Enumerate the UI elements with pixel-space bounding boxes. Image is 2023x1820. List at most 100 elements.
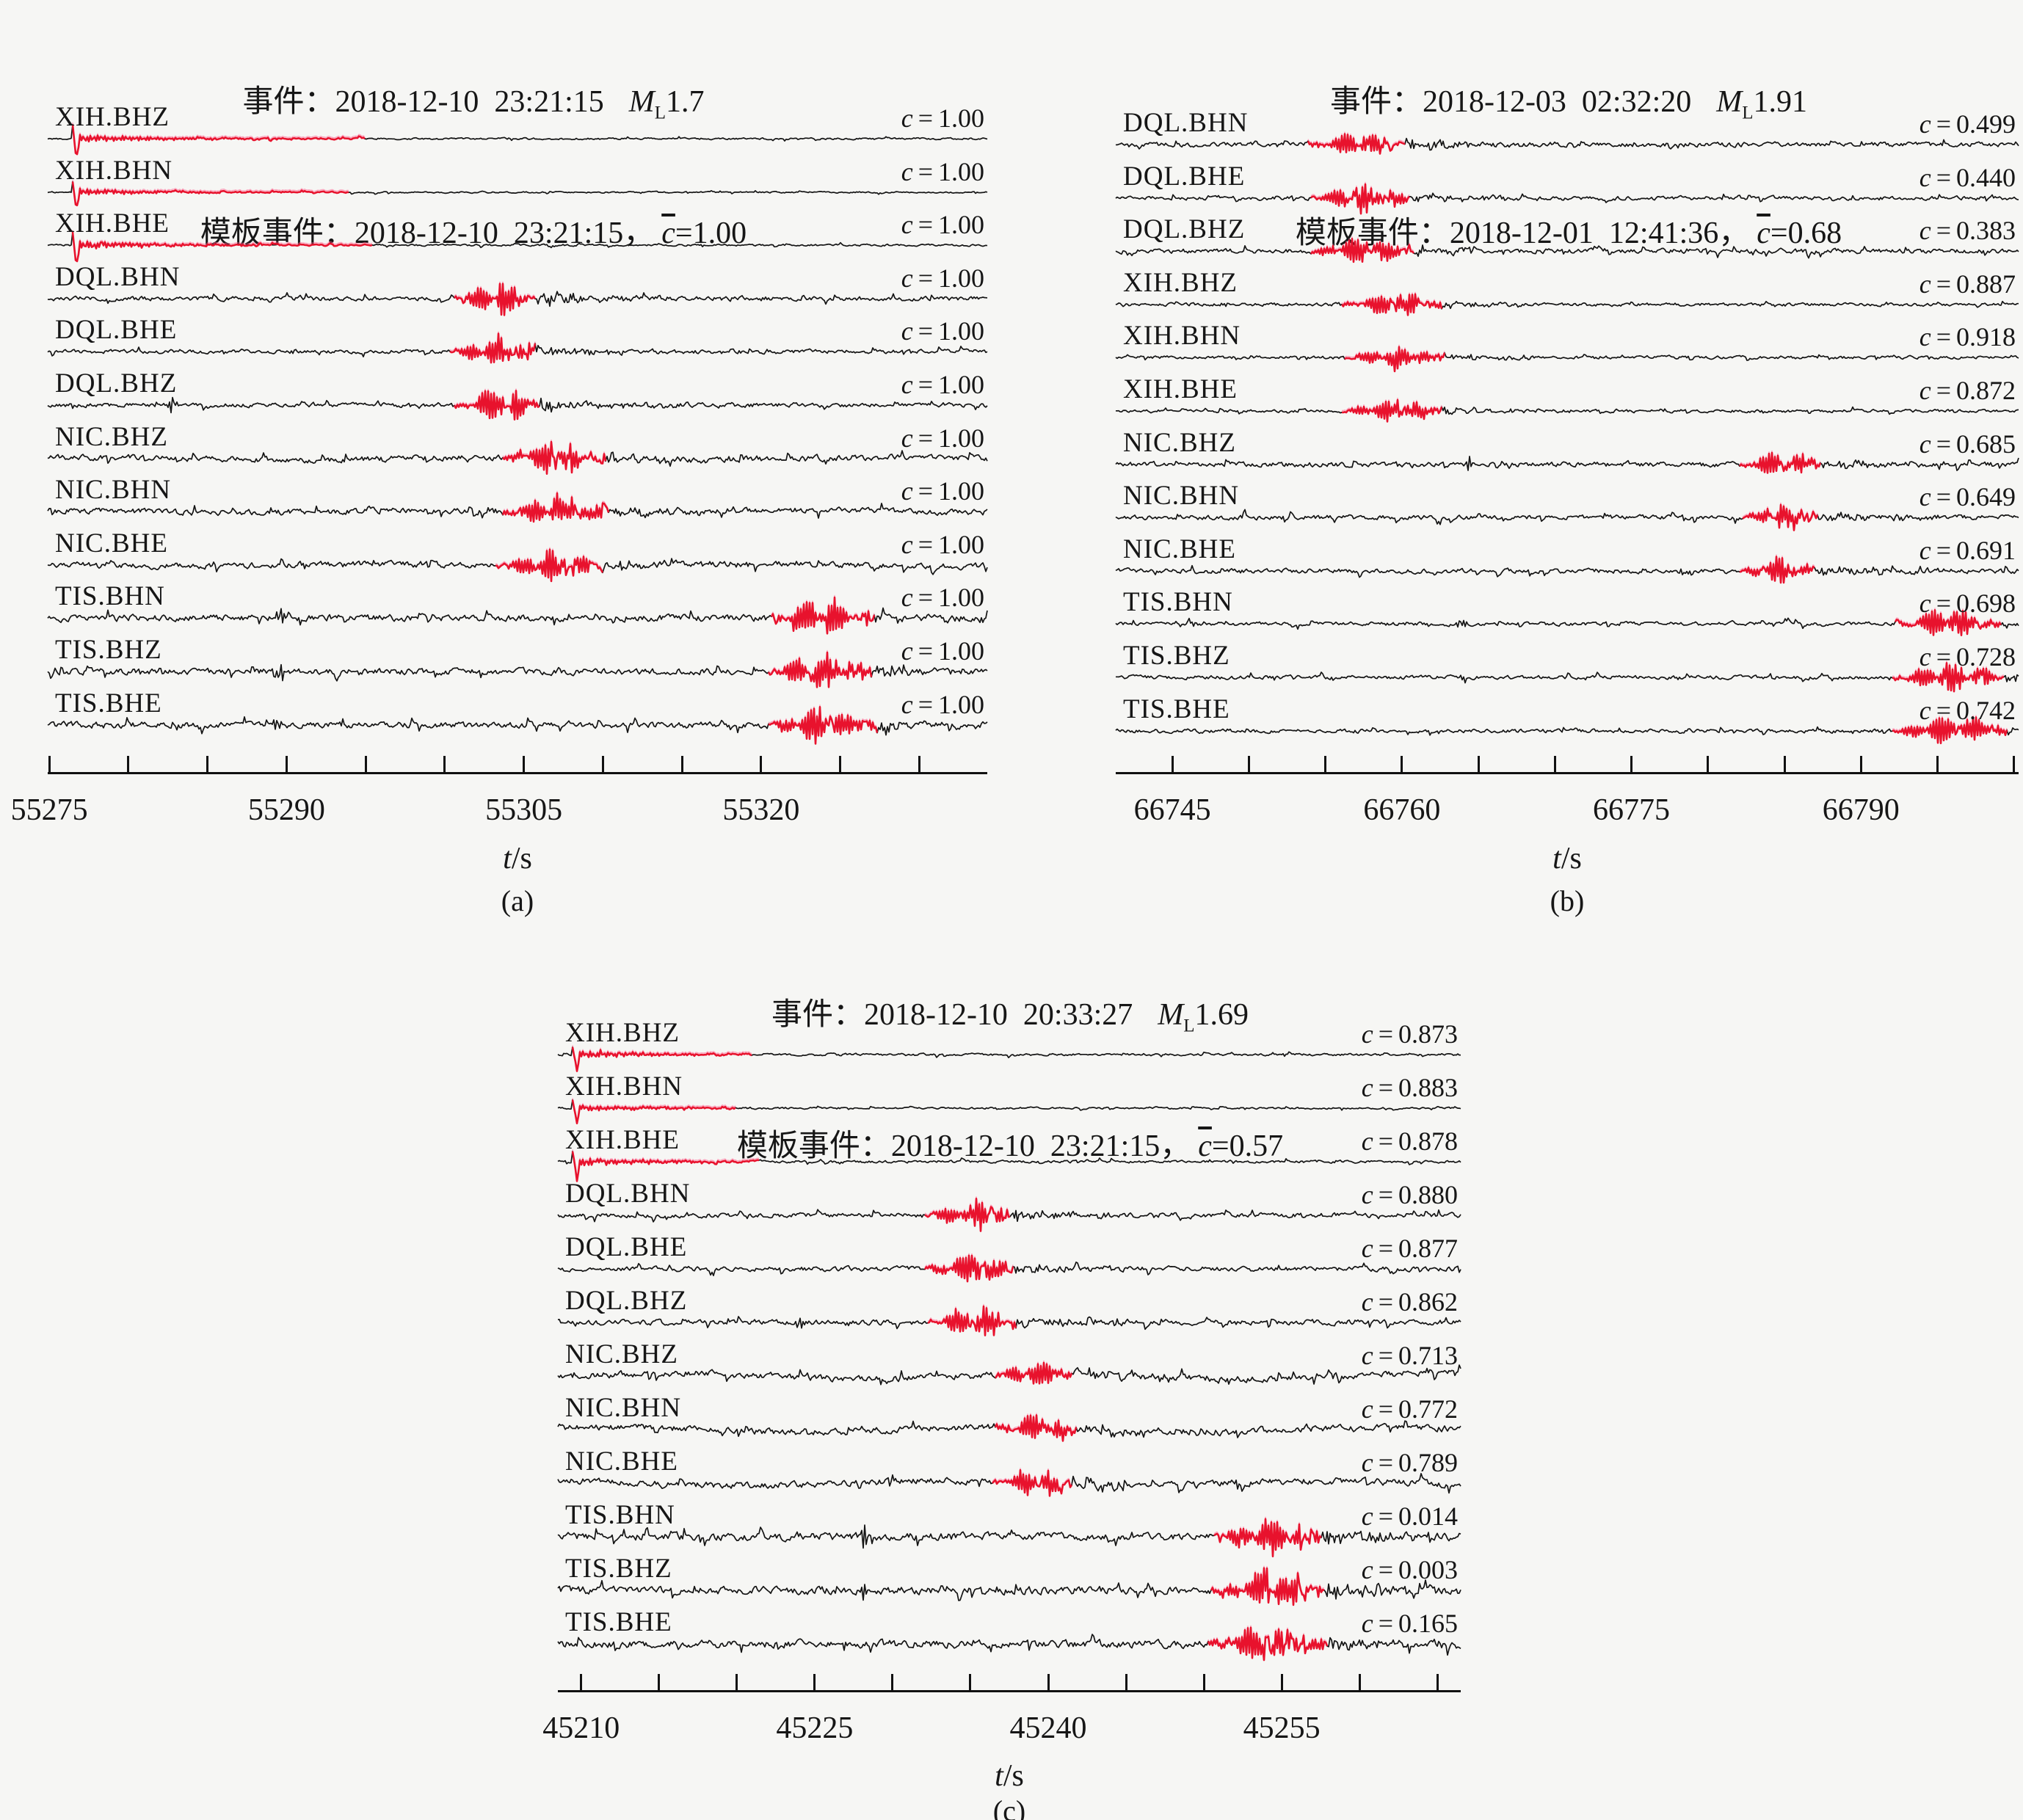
correlation-value: c = 1.00 [901, 369, 984, 400]
trace-row: NIC.BHE c = 1.00 [47, 528, 988, 583]
panel-c-xaxis-title: t/s [558, 1758, 1461, 1794]
trace-row: TIS.BHZ c = 0.003 [557, 1553, 1461, 1606]
axis-tick [839, 756, 842, 772]
t-symbol: t [503, 842, 512, 876]
trace-label: TIS.BHZ [55, 635, 162, 665]
trace-label: DQL.BHZ [565, 1286, 688, 1316]
correlation-value: c = 1.00 [901, 529, 984, 560]
axis-tick [206, 756, 209, 772]
trace-label: DQL.BHE [1123, 161, 1246, 192]
trace-label: NIC.BHN [565, 1393, 682, 1423]
event-datetime: 2018-12-10 20:33:27 [863, 998, 1133, 1032]
equals-sign: = [918, 636, 933, 666]
correlation-number: 1.00 [938, 476, 984, 506]
waveform-polyline [495, 548, 604, 583]
c-symbol: c [901, 476, 913, 506]
waveform-trace [1115, 181, 2019, 215]
correlation-number: 0.685 [1956, 429, 2016, 459]
equals-sign: = [918, 316, 933, 346]
correlation-number: 0.014 [1398, 1502, 1458, 1531]
axis-tick [364, 756, 367, 772]
trace-row: DQL.BHZ c = 1.00 [47, 368, 988, 421]
waveform-polyline [1340, 293, 1443, 316]
waveform-trace [557, 1196, 1461, 1232]
waveform-polyline [449, 332, 537, 364]
panel-a-traces: XIH.BHZ c = 1.00 XIH.BHN c = 1.00 XIH.BHE c = 1.00 D… [47, 101, 988, 745]
trace-label: TIS.BHZ [565, 1554, 672, 1584]
axis-tick-label: 45255 [1243, 1711, 1321, 1745]
waveform-polyline [71, 181, 349, 206]
waveform-polyline [1310, 183, 1410, 215]
waveform-polyline [1739, 451, 1822, 474]
panel-b-label: (b) [1550, 884, 1585, 917]
trace-row: XIH.BHZ c = 0.873 [557, 1017, 1461, 1072]
waveform-polyline [71, 232, 373, 263]
c-symbol: c [901, 583, 913, 613]
c-symbol: c [1361, 1019, 1373, 1049]
trace-row: NIC.BHN c = 1.00 [47, 474, 988, 528]
trace-label: DQL.BHZ [55, 368, 178, 398]
correlation-number: 0.789 [1398, 1448, 1458, 1477]
equals-sign: = [1936, 269, 1951, 299]
axis-tick [1707, 756, 1710, 772]
correlation-number: 0.713 [1398, 1341, 1458, 1370]
trace-row: NIC.BHE c = 0.789 [557, 1446, 1461, 1499]
trace-row: DQL.BHN c = 0.499 [1115, 107, 2019, 161]
axis-tick-label: 45210 [542, 1711, 620, 1745]
trace-row: XIH.BHE c = 0.878 [557, 1124, 1461, 1182]
mean-cc-value: 0.68 [1787, 216, 1842, 251]
waveform-polyline [453, 390, 540, 421]
waveform-polyline [927, 1305, 1017, 1336]
c-symbol: c [1361, 1394, 1373, 1424]
panel-c-header: 事件：2018-12-10 20:33:27 ML1.69 模板事件：2018-1… [549, 914, 1471, 1248]
waveform-polyline [1115, 399, 2019, 423]
template-datetime: 2018-12-01 12:41:36， [1449, 216, 1750, 251]
equals-sign: = [1378, 1073, 1393, 1102]
correlation-value: c = 0.862 [1362, 1286, 1458, 1317]
correlation-number: 0.649 [1956, 482, 2016, 512]
trace-label: NIC.BHE [565, 1446, 678, 1477]
axis-tick [1324, 756, 1327, 772]
axis-tick-label: 66775 [1593, 793, 1671, 827]
c-symbol: c [1919, 482, 1931, 512]
magnitude-sub: L [1742, 103, 1754, 123]
trace-label: DQL.BHN [565, 1179, 691, 1209]
waveform-trace [47, 331, 988, 364]
c-symbol: c [1919, 535, 1931, 565]
waveform-polyline [72, 230, 373, 261]
equals-sign: = [1770, 216, 1788, 251]
waveform-trace [557, 1468, 1461, 1497]
waveform-trace [557, 1360, 1461, 1386]
c-symbol: c [1919, 109, 1931, 139]
correlation-value: c = 0.499 [1920, 109, 2016, 139]
waveform-trace [557, 1625, 1461, 1661]
equals-sign: = [1936, 109, 1951, 139]
equals-sign: = [918, 156, 933, 186]
equals-sign: = [918, 476, 933, 506]
waveform-polyline [572, 1045, 752, 1070]
equals-sign: = [1378, 1394, 1393, 1424]
waveform-trace [1115, 608, 2019, 637]
equals-sign: = [1211, 1129, 1230, 1164]
x-axis-line [1116, 772, 2019, 774]
c-symbol: c [1919, 695, 1931, 725]
t-unit: /s [511, 842, 532, 876]
correlation-number: 1.00 [938, 636, 984, 666]
equals-sign: = [918, 689, 933, 719]
waveform-trace [1115, 502, 2019, 532]
axis-tick [1936, 756, 1939, 772]
equals-sign: = [1936, 429, 1951, 459]
c-symbol: c [901, 316, 913, 346]
waveform-trace [47, 595, 988, 635]
trace-row: DQL.BHZ c = 0.383 [1115, 214, 2019, 267]
c-symbol: c [901, 370, 913, 399]
trace-label: NIC.BHZ [55, 421, 168, 452]
t-symbol: t [995, 1759, 1003, 1793]
trace-label: XIH.BHN [55, 155, 173, 186]
axis-tick-label: 55275 [10, 793, 88, 827]
trace-row: TIS.BHE c = 0.742 [1115, 694, 2019, 747]
axis-tick [1401, 756, 1403, 772]
c-symbol: c [1361, 1341, 1373, 1370]
panel-c-traces: XIH.BHZ c = 0.873 XIH.BHN c = 0.883 XIH.BHE c = 0.8… [557, 1017, 1461, 1661]
